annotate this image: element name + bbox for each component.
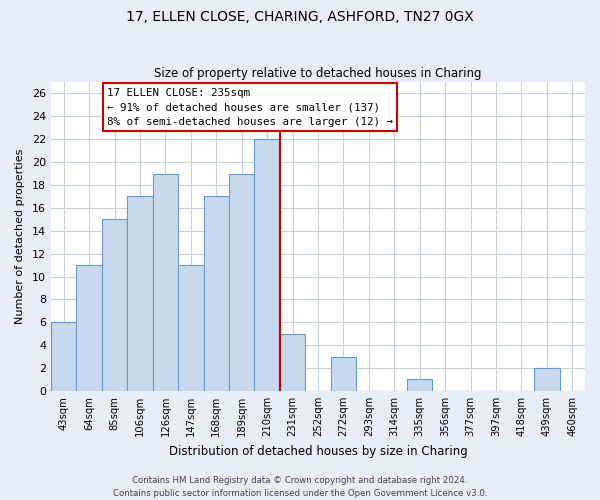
Bar bbox=[102, 220, 127, 391]
Bar bbox=[254, 140, 280, 391]
Bar bbox=[153, 174, 178, 391]
Bar bbox=[203, 196, 229, 391]
Bar bbox=[407, 380, 433, 391]
Bar bbox=[229, 174, 254, 391]
Bar bbox=[127, 196, 153, 391]
Bar bbox=[51, 322, 76, 391]
Bar bbox=[178, 265, 203, 391]
X-axis label: Distribution of detached houses by size in Charing: Distribution of detached houses by size … bbox=[169, 444, 467, 458]
Bar bbox=[331, 356, 356, 391]
Y-axis label: Number of detached properties: Number of detached properties bbox=[15, 149, 25, 324]
Bar bbox=[534, 368, 560, 391]
Text: Contains HM Land Registry data © Crown copyright and database right 2024.
Contai: Contains HM Land Registry data © Crown c… bbox=[113, 476, 487, 498]
Text: 17 ELLEN CLOSE: 235sqm
← 91% of detached houses are smaller (137)
8% of semi-det: 17 ELLEN CLOSE: 235sqm ← 91% of detached… bbox=[107, 88, 393, 126]
Bar bbox=[280, 334, 305, 391]
Text: 17, ELLEN CLOSE, CHARING, ASHFORD, TN27 0GX: 17, ELLEN CLOSE, CHARING, ASHFORD, TN27 … bbox=[126, 10, 474, 24]
Title: Size of property relative to detached houses in Charing: Size of property relative to detached ho… bbox=[154, 66, 482, 80]
Bar bbox=[76, 265, 102, 391]
